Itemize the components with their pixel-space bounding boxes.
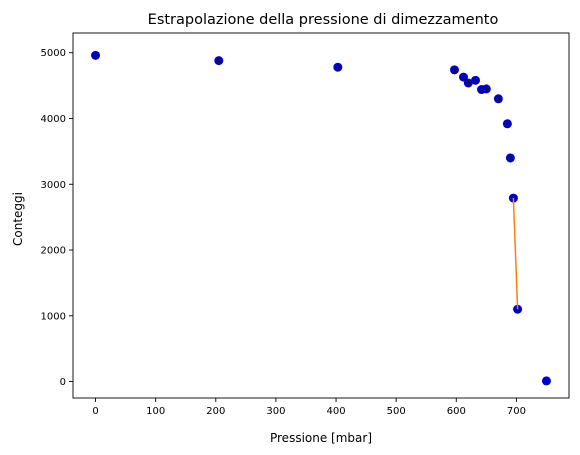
x-tick-label: 200 xyxy=(206,406,225,417)
x-axis: 0 100 200 300 400 500 600 700 xyxy=(92,398,526,417)
y-tick-label: 4000 xyxy=(41,114,66,125)
chart-title: Estrapolazione della pressione di dimezz… xyxy=(148,12,499,28)
x-tick-label: 0 xyxy=(92,406,98,417)
y-tick-label: 5000 xyxy=(41,48,66,59)
plot-area xyxy=(72,32,570,399)
x-tick-label: 500 xyxy=(387,406,406,417)
x-tick-label: 400 xyxy=(326,406,345,417)
y-axis: 0 1000 2000 3000 4000 5000 xyxy=(41,48,73,388)
axes-frame xyxy=(72,32,570,399)
x-tick-label: 100 xyxy=(146,406,165,417)
y-tick-label: 2000 xyxy=(41,246,66,257)
x-tick-label: 700 xyxy=(507,406,526,417)
x-axis-label: Pressione [mbar] xyxy=(270,431,372,445)
x-tick-label: 600 xyxy=(447,406,466,417)
series-line xyxy=(512,198,519,310)
y-axis-label: Conteggi xyxy=(11,192,25,246)
x-tick-label: 300 xyxy=(266,406,285,417)
y-tick-label: 0 xyxy=(60,377,66,388)
y-tick-label: 1000 xyxy=(41,311,66,322)
y-tick-label: 3000 xyxy=(41,180,66,191)
